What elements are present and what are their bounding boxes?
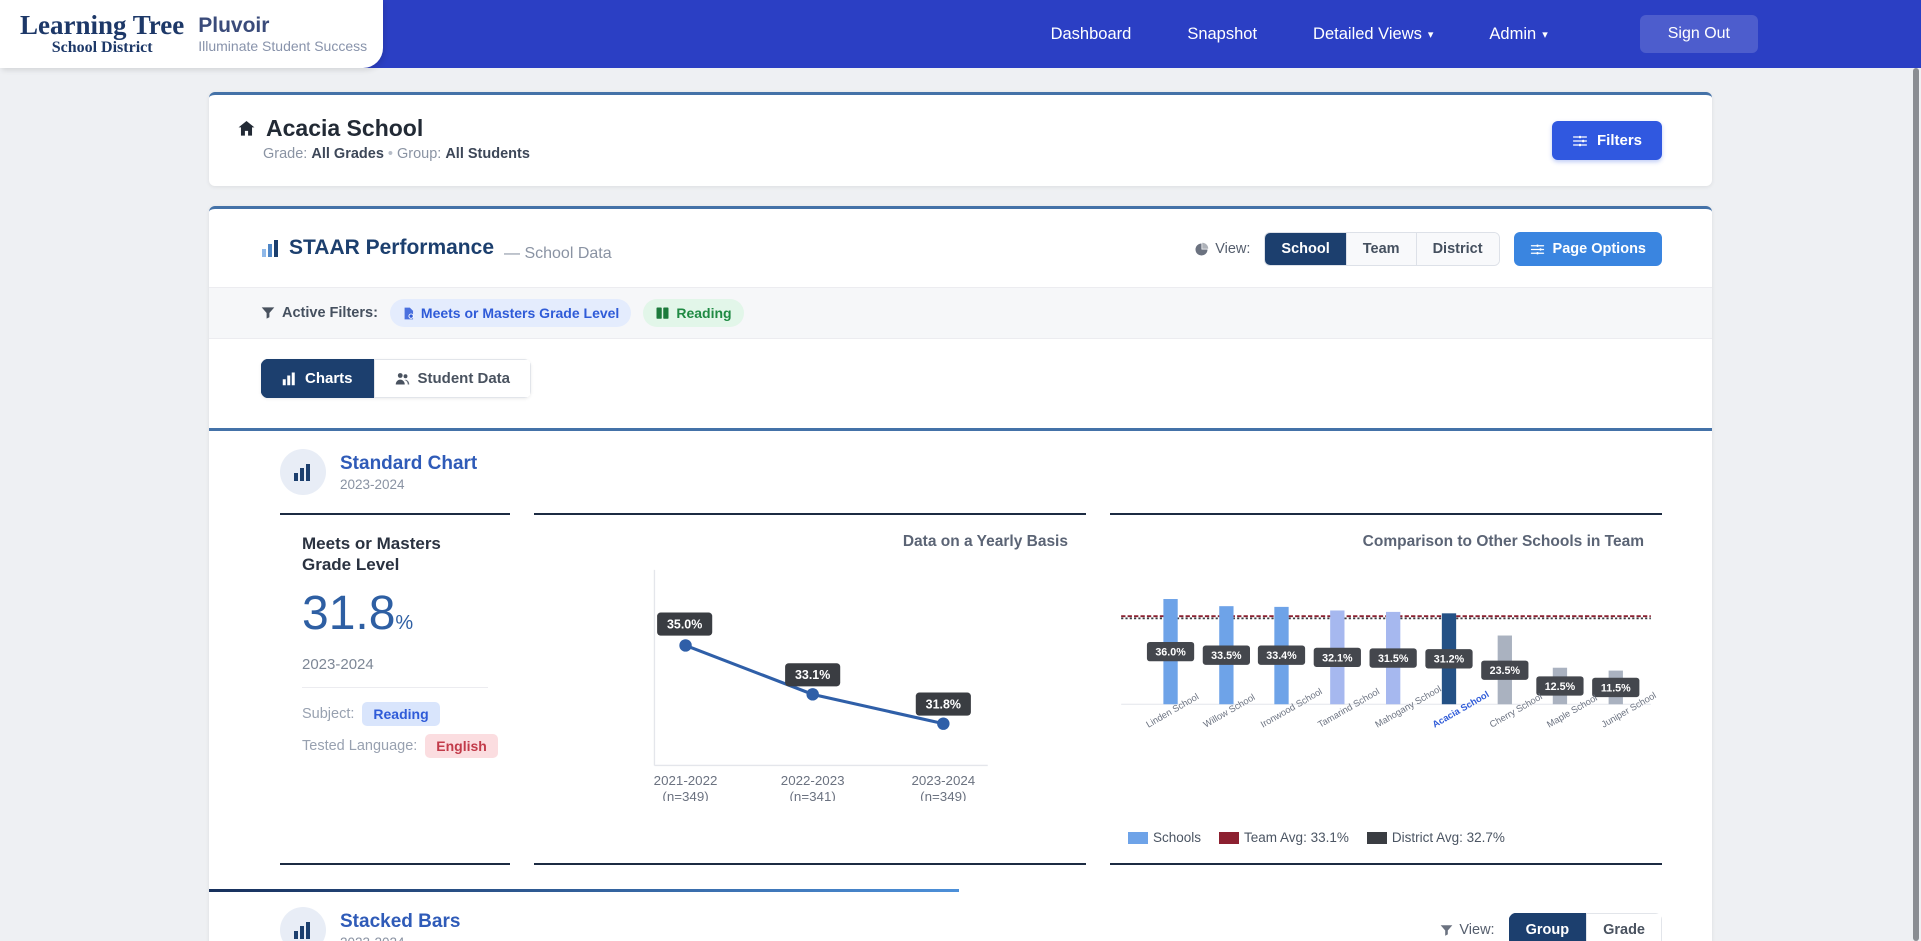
svg-text:31.8%: 31.8% [926, 698, 961, 712]
svg-text:33.5%: 33.5% [1211, 650, 1242, 662]
svg-text:Ironwood School: Ironwood School [1259, 686, 1324, 729]
svg-text:32.1%: 32.1% [1322, 652, 1353, 664]
svg-text:36.0%: 36.0% [1155, 647, 1186, 659]
svg-text:12.5%: 12.5% [1545, 681, 1576, 693]
svg-text:33.1%: 33.1% [795, 668, 830, 682]
svg-text:2021-2022: 2021-2022 [654, 773, 718, 788]
svg-text:(n=349): (n=349) [920, 789, 966, 801]
svg-text:Tamarind School: Tamarind School [1316, 686, 1381, 729]
svg-text:(n=349): (n=349) [662, 789, 708, 801]
svg-text:Cherry School: Cherry School [1488, 691, 1544, 729]
svg-text:(n=341): (n=341) [790, 789, 836, 801]
svg-text:2022-2023: 2022-2023 [781, 773, 845, 788]
svg-text:Acacia School: Acacia School [1431, 689, 1491, 729]
svg-text:11.5%: 11.5% [1601, 682, 1631, 694]
svg-text:23.5%: 23.5% [1490, 665, 1521, 677]
svg-text:31.2%: 31.2% [1434, 654, 1465, 666]
svg-text:31.5%: 31.5% [1378, 653, 1409, 665]
svg-text:2023-2024: 2023-2024 [911, 773, 975, 788]
svg-text:35.0%: 35.0% [667, 618, 702, 632]
svg-text:33.4%: 33.4% [1266, 650, 1297, 662]
